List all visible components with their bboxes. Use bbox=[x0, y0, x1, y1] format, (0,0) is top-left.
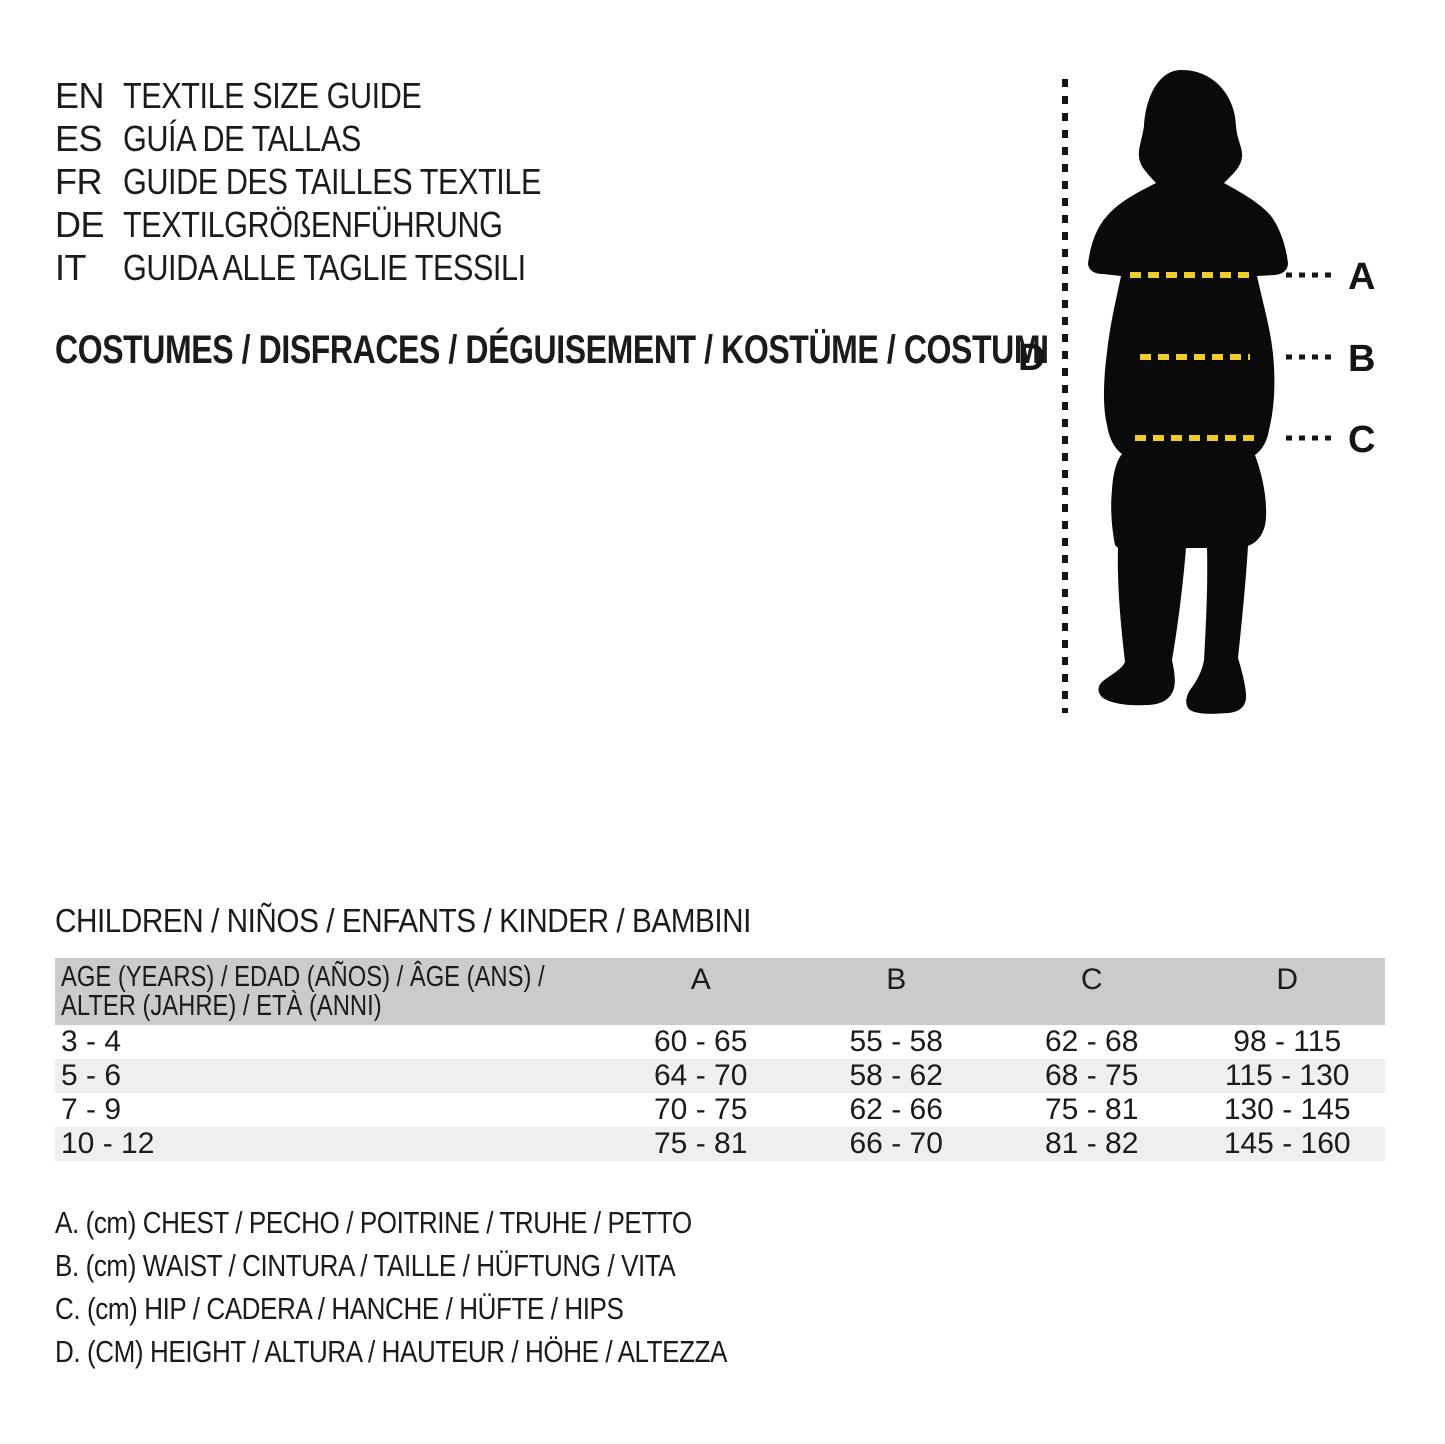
measurement-legend: A. (cm) CHEST / PECHO / POITRINE / TRUHE… bbox=[55, 1201, 855, 1373]
age-cell: 5 - 6 bbox=[61, 1059, 122, 1092]
lang-row-de: DE TEXTILGRÖßENFÜHRUNG bbox=[55, 203, 615, 246]
table-row: 3 - 4 60 - 65 55 - 58 62 - 68 98 - 115 bbox=[55, 1025, 1385, 1059]
label-c: C bbox=[1348, 419, 1375, 461]
lang-title: GUIDA ALLE TAGLIE TESSILI bbox=[123, 246, 526, 288]
column-header-b: B bbox=[886, 963, 907, 996]
category-title: COSTUMES / DISFRACES / DÉGUISEMENT / KOS… bbox=[55, 328, 1049, 372]
table-row: 5 - 6 64 - 70 58 - 62 68 - 75 115 - 130 bbox=[55, 1059, 1385, 1093]
height-cell: 130 - 145 bbox=[1223, 1093, 1351, 1126]
legend-item-waist: B. (cm) WAIST / CINTURA / TAILLE / HÜFTU… bbox=[55, 1247, 676, 1283]
legend-item-chest: A. (cm) CHEST / PECHO / POITRINE / TRUHE… bbox=[55, 1204, 692, 1240]
height-cell: 115 - 130 bbox=[1224, 1059, 1350, 1092]
legend-item-height: D. (CM) HEIGHT / ALTURA / HAUTEUR / HÖHE… bbox=[55, 1333, 728, 1369]
hip-cell: 62 - 68 bbox=[1045, 1025, 1139, 1058]
chest-cell: 64 - 70 bbox=[654, 1059, 748, 1092]
table-row: 7 - 9 70 - 75 62 - 66 75 - 81 130 - 145 bbox=[55, 1093, 1385, 1127]
hip-cell: 81 - 82 bbox=[1045, 1127, 1139, 1160]
age-cell: 7 - 9 bbox=[61, 1093, 122, 1126]
table-row: 10 - 12 75 - 81 66 - 70 81 - 82 145 - 16… bbox=[55, 1127, 1385, 1161]
lang-code: IT bbox=[55, 246, 87, 288]
age-cell: 10 - 12 bbox=[61, 1127, 155, 1160]
column-header-c: C bbox=[1080, 963, 1103, 996]
label-b: B bbox=[1348, 338, 1375, 380]
measurement-figure: A B C D bbox=[1000, 60, 1445, 720]
label-d: D bbox=[1018, 337, 1045, 379]
label-a: A bbox=[1348, 256, 1375, 298]
column-header-a: A bbox=[690, 963, 711, 996]
chest-cell: 70 - 75 bbox=[654, 1093, 748, 1126]
lang-title: TEXTILE SIZE GUIDE bbox=[123, 74, 422, 116]
size-table: AGE (YEARS) / EDAD (AÑOS) / ÂGE (ANS) / … bbox=[55, 958, 1385, 1161]
height-cell: 145 - 160 bbox=[1223, 1127, 1351, 1160]
lang-row-it: IT GUIDA ALLE TAGLIE TESSILI bbox=[55, 246, 615, 289]
waist-cell: 66 - 70 bbox=[849, 1127, 943, 1160]
language-title-list: EN TEXTILE SIZE GUIDE ES GUÍA DE TALLAS … bbox=[55, 74, 615, 289]
lang-code: DE bbox=[55, 203, 105, 245]
chest-cell: 75 - 81 bbox=[654, 1127, 748, 1160]
column-header-d: D bbox=[1276, 963, 1299, 996]
hip-cell: 75 - 81 bbox=[1045, 1093, 1139, 1126]
lang-row-en: EN TEXTILE SIZE GUIDE bbox=[55, 74, 615, 117]
lang-title: GUIDE DES TAILLES TEXTILE bbox=[123, 160, 541, 202]
age-column-header: AGE (YEARS) / EDAD (AÑOS) / ÂGE (ANS) / … bbox=[61, 961, 545, 1022]
height-cell: 98 - 115 bbox=[1233, 1025, 1342, 1058]
lang-row-fr: FR GUIDE DES TAILLES TEXTILE bbox=[55, 160, 615, 203]
lang-code: ES bbox=[55, 117, 103, 159]
waist-cell: 58 - 62 bbox=[849, 1059, 943, 1092]
lang-title: TEXTILGRÖßENFÜHRUNG bbox=[123, 203, 503, 245]
measurement-figure-svg: A B C D bbox=[1018, 69, 1375, 714]
lang-title: GUÍA DE TALLAS bbox=[123, 117, 361, 159]
waist-cell: 55 - 58 bbox=[849, 1025, 943, 1058]
child-silhouette-icon bbox=[1088, 69, 1288, 714]
table-section-title: CHILDREN / NIÑOS / ENFANTS / KINDER / BA… bbox=[55, 902, 751, 939]
chest-cell: 60 - 65 bbox=[654, 1025, 748, 1058]
waist-cell: 62 - 66 bbox=[849, 1093, 943, 1126]
legend-item-hip: C. (cm) HIP / CADERA / HANCHE / HÜFTE / … bbox=[55, 1290, 624, 1326]
age-cell: 3 - 4 bbox=[61, 1025, 122, 1058]
lang-code: FR bbox=[55, 160, 103, 202]
lang-code: EN bbox=[55, 74, 105, 116]
lang-row-es: ES GUÍA DE TALLAS bbox=[55, 117, 615, 160]
hip-cell: 68 - 75 bbox=[1045, 1059, 1139, 1092]
table-header-row: AGE (YEARS) / EDAD (AÑOS) / ÂGE (ANS) / … bbox=[55, 958, 1385, 1025]
